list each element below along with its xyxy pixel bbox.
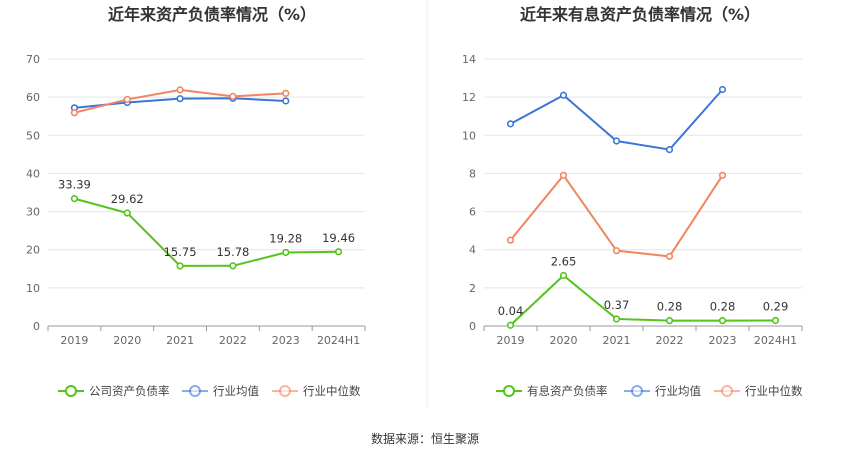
legend-swatch-marker (279, 385, 291, 397)
left-y-tick-label: 40 (26, 167, 40, 180)
left-data-label: 15.78 (216, 245, 249, 259)
left-series-point-0 (70, 195, 79, 203)
right-series-point-0 (665, 317, 674, 325)
left-x-tick-label: 2020 (113, 334, 141, 347)
chart-right: 近年来有息资产负债率情况（%） 0 2 4 6 8 10 12 14 2019 2020 2021 2… (462, 5, 803, 398)
left-y-tick-label: 70 (26, 53, 40, 66)
left-y-tick-label: 60 (26, 91, 40, 104)
left-y-tick-label: 20 (26, 244, 40, 257)
right-data-label: 0.37 (604, 298, 630, 312)
left-legend-item-2[interactable]: 行业中位数 (272, 384, 361, 398)
right-series-point-1 (718, 85, 727, 94)
left-series-point-2 (70, 109, 79, 117)
right-y-tick-label: 12 (462, 91, 476, 104)
left-series-point-0 (334, 248, 343, 256)
legend-swatch-marker (721, 385, 733, 397)
left-x-tick-label: 2023 (272, 334, 300, 347)
right-data-label: 2.65 (551, 254, 577, 268)
legend-label: 行业中位数 (303, 384, 361, 398)
left-data-label: 19.46 (322, 231, 355, 245)
right-series-point-2 (718, 171, 727, 179)
right-y-tick-label: 2 (469, 282, 476, 295)
left-series-point-1 (176, 95, 184, 103)
right-x-tick-label: 2022 (656, 334, 684, 347)
left-y-tick-label: 10 (26, 282, 40, 295)
right-series-point-2 (665, 252, 674, 260)
right-data-label: 0.28 (710, 300, 736, 314)
right-y-tick-label: 0 (469, 320, 476, 333)
right-series-point-2 (559, 171, 568, 179)
left-series-point-0 (282, 248, 290, 257)
legend-label: 行业中位数 (745, 384, 803, 398)
left-x-tick-label: 2021 (166, 334, 194, 347)
right-series-point-0 (771, 316, 780, 325)
left-series-line-0 (74, 197, 339, 267)
left-data-label: 33.39 (58, 178, 91, 192)
left-series-point-0 (123, 209, 131, 217)
legend-swatch-marker (65, 385, 77, 397)
left-series-point-2 (282, 89, 290, 97)
left-series-point-0 (229, 262, 237, 270)
right-series-point-0 (612, 315, 621, 323)
left-y-tick-label: 50 (26, 129, 40, 142)
chart-title-left: 近年来资产负债率情况（%） (108, 5, 316, 24)
right-y-tick-label: 10 (462, 129, 476, 142)
legend-swatch-marker (631, 385, 643, 397)
left-series-point-0 (176, 262, 184, 270)
right-y-tick-label: 14 (462, 53, 476, 66)
right-series-point-0 (506, 321, 515, 329)
right-x-tick-label: 2021 (603, 334, 631, 347)
right-y-tick-label: 4 (469, 244, 476, 257)
right-series-point-0 (559, 271, 568, 280)
chart-title-right: 近年来有息资产负债率情况（%） (520, 5, 760, 24)
right-data-label: 0.04 (498, 304, 524, 318)
legend-label: 公司资产负债率 (89, 384, 170, 398)
right-series-line-2 (509, 173, 724, 258)
left-legend-item-1[interactable]: 行业均值 (182, 384, 259, 398)
left-series-point-2 (176, 86, 184, 94)
legend-swatch-marker (189, 385, 201, 397)
legend-label: 行业均值 (655, 384, 701, 398)
legend-swatch-marker (503, 385, 515, 397)
right-legend-item-2[interactable]: 行业中位数 (714, 384, 803, 398)
right-legend-item-1[interactable]: 行业均值 (624, 384, 701, 398)
left-series-point-2 (229, 92, 237, 100)
right-series-point-1 (665, 145, 674, 154)
right-series-point-2 (506, 236, 515, 244)
left-data-label: 15.75 (164, 245, 197, 259)
right-x-tick-label: 2020 (550, 334, 578, 347)
right-series-point-2 (612, 247, 621, 255)
right-y-tick-label: 8 (469, 167, 476, 180)
right-data-label: 0.28 (657, 300, 683, 314)
legend-label: 有息资产负债率 (527, 384, 608, 398)
left-legend-item-0[interactable]: 公司资产负债率 (58, 384, 170, 398)
left-data-label: 29.62 (111, 192, 144, 206)
right-series-point-0 (718, 317, 727, 325)
right-x-tick-label: 2019 (497, 334, 525, 347)
left-x-tick-label: 2024H1 (317, 334, 360, 347)
left-y-tick-label: 0 (33, 320, 40, 333)
right-x-tick-label: 2023 (709, 334, 737, 347)
right-series-point-1 (559, 91, 568, 99)
left-x-tick-label: 2022 (219, 334, 247, 347)
right-series-point-1 (612, 137, 621, 145)
right-series-point-1 (506, 120, 515, 128)
left-x-tick-label: 2019 (60, 334, 88, 347)
right-data-label: 0.29 (763, 299, 789, 313)
legend-label: 行业均值 (213, 384, 259, 398)
left-series-point-1 (282, 97, 290, 105)
chart-left: 近年来资产负债率情况（%） 0 10 20 30 40 50 60 70 2019 2020 202… (26, 5, 366, 398)
right-series-line-0 (509, 274, 776, 326)
left-y-tick-label: 30 (26, 206, 40, 219)
right-x-tick-label: 2024H1 (754, 334, 797, 347)
left-series-point-2 (123, 95, 131, 104)
left-data-label: 19.28 (269, 231, 302, 245)
data-source-note: 数据来源：恒生聚源 (370, 432, 479, 446)
right-y-tick-label: 6 (469, 206, 476, 219)
right-legend-item-0[interactable]: 有息资产负债率 (496, 384, 608, 398)
